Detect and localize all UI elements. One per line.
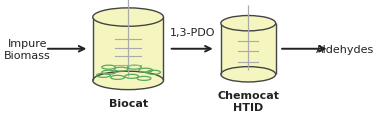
Text: Biocat: Biocat <box>108 98 148 108</box>
Ellipse shape <box>221 67 276 82</box>
Ellipse shape <box>221 16 276 32</box>
Ellipse shape <box>93 9 163 27</box>
Text: 1,3-PDO: 1,3-PDO <box>169 28 215 38</box>
Bar <box>221 24 276 75</box>
Text: Chemocat
HTID: Chemocat HTID <box>217 90 279 112</box>
Text: Aldehydes: Aldehydes <box>316 44 375 54</box>
Bar <box>93 18 163 81</box>
Ellipse shape <box>93 72 163 90</box>
Text: Impure
Biomass: Impure Biomass <box>4 39 51 60</box>
